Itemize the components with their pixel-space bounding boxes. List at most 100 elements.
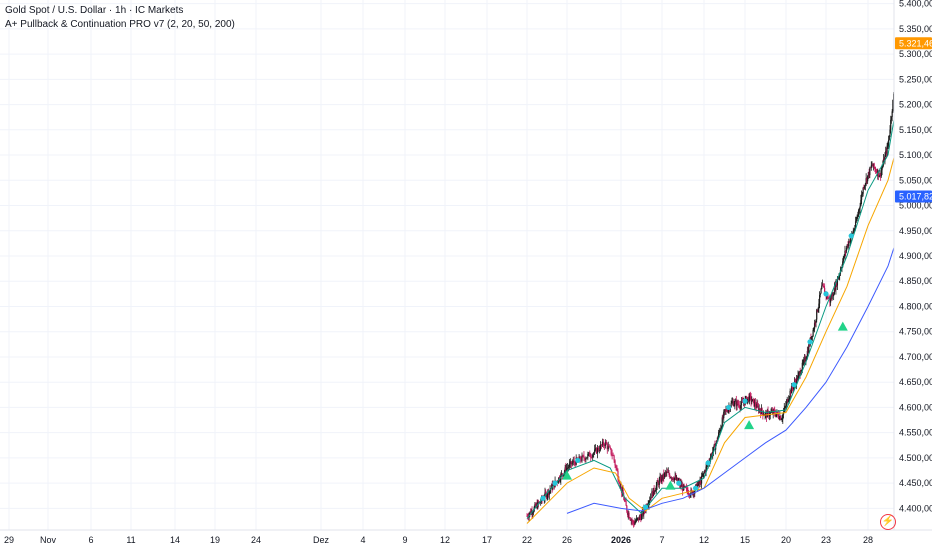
candle-body — [668, 472, 670, 475]
candle-body — [842, 256, 845, 262]
candle-body — [801, 362, 803, 371]
signal-dot — [791, 382, 797, 388]
moving-averages — [526, 3, 911, 524]
candle-body — [735, 400, 737, 407]
candle-body — [822, 283, 824, 287]
candle-body — [621, 489, 623, 493]
candle-body — [631, 519, 633, 522]
candle-body — [726, 409, 728, 411]
candle-body — [582, 455, 584, 457]
candle-body — [726, 410, 729, 412]
candle-body — [780, 419, 782, 421]
candle-body — [866, 178, 868, 182]
price-axis-bg — [894, 0, 932, 530]
candle-body — [749, 394, 751, 396]
x-tick-label: 20 — [781, 535, 791, 545]
candle-body — [681, 485, 683, 487]
candle-body — [620, 486, 622, 488]
candle-body — [795, 377, 798, 385]
candle-body — [570, 461, 572, 465]
candle-body — [675, 476, 677, 480]
candle-body — [560, 473, 563, 475]
candle-body — [856, 216, 858, 221]
candle-body — [605, 441, 607, 445]
candle-body — [790, 390, 792, 394]
candle-body — [593, 453, 595, 455]
candle-body — [765, 412, 767, 414]
candle-body — [761, 408, 763, 413]
candle-body — [720, 426, 723, 428]
candle-body — [662, 473, 664, 480]
candle-body — [878, 175, 880, 177]
candle-body — [584, 458, 586, 461]
candle-body — [686, 487, 688, 491]
candle-body — [701, 475, 703, 477]
candle-body — [879, 173, 881, 176]
candle-body — [716, 440, 718, 442]
candle-body — [861, 194, 863, 200]
candle-body — [754, 402, 756, 407]
x-tick-label: 14 — [170, 535, 180, 545]
candle-body — [676, 477, 678, 482]
x-tick-label: 4 — [360, 535, 365, 545]
candle-body — [638, 517, 640, 521]
candle-body — [867, 175, 869, 182]
candle-body — [880, 170, 882, 177]
candle-body — [663, 473, 666, 478]
candle-body — [632, 521, 634, 522]
last-price-label: 5.017,82 — [899, 192, 932, 202]
candle-body — [873, 163, 875, 168]
y-tick-label: 4.800,00 — [899, 301, 932, 311]
candle-body — [581, 455, 583, 461]
y-tick-label: 5.100,00 — [899, 150, 932, 160]
x-tick-label: 7 — [659, 535, 664, 545]
candle-body — [629, 517, 631, 519]
time-axis[interactable]: 29 Nov 6 11 14 19 24 Dez 4 9 12 17 22 26 2026 7 12 15 20 23… — [4, 535, 873, 545]
candle-body — [732, 401, 734, 403]
candle-body — [843, 256, 845, 258]
candle-body — [832, 294, 834, 297]
candle-body — [798, 373, 800, 376]
y-tick-label: 4.700,00 — [899, 352, 932, 362]
candle-body — [845, 250, 847, 252]
candle-body — [834, 286, 836, 290]
candle-body — [612, 455, 614, 457]
y-tick-label: 5.350,00 — [899, 24, 932, 34]
candle-body — [546, 495, 548, 498]
candle-body — [862, 187, 864, 194]
candle-body — [788, 399, 790, 402]
candle-body — [591, 457, 593, 458]
candle-body — [741, 401, 743, 403]
candle-body — [607, 446, 609, 450]
candle-body — [719, 430, 721, 432]
candle-body — [683, 485, 685, 487]
candle-body — [884, 155, 886, 162]
candle-body — [734, 400, 737, 402]
candle-body — [545, 493, 548, 498]
candle-body — [872, 165, 874, 167]
candle-body — [672, 479, 675, 481]
candle-body — [771, 411, 774, 414]
candle-body — [733, 404, 735, 406]
indicator-title[interactable]: A+ Pullback & Continuation PRO v7 (2, 20… — [5, 19, 235, 30]
candle-body — [818, 303, 820, 309]
candle-body — [676, 477, 678, 480]
signal-dot — [643, 504, 649, 510]
lightning-icon[interactable]: ⚡ — [880, 514, 896, 530]
candle-body — [730, 403, 732, 407]
signal-dot — [807, 339, 813, 345]
candle-body — [697, 481, 700, 486]
candle-body — [723, 411, 725, 419]
candle-body — [725, 409, 727, 411]
candle-body — [658, 479, 660, 485]
x-tick-label: 6 — [88, 535, 93, 545]
candle-body — [779, 416, 782, 420]
price-axis[interactable]: 5.400,00 5.350,00 5.300,00 5.250,00 5.200,00… — [899, 0, 932, 513]
symbol-title[interactable]: Gold Spot / U.S. Dollar · 1h · IC Market… — [5, 5, 184, 16]
candle-body — [665, 472, 667, 474]
candle-body — [583, 455, 585, 459]
candle-body — [740, 401, 743, 406]
candle-body — [798, 371, 801, 374]
